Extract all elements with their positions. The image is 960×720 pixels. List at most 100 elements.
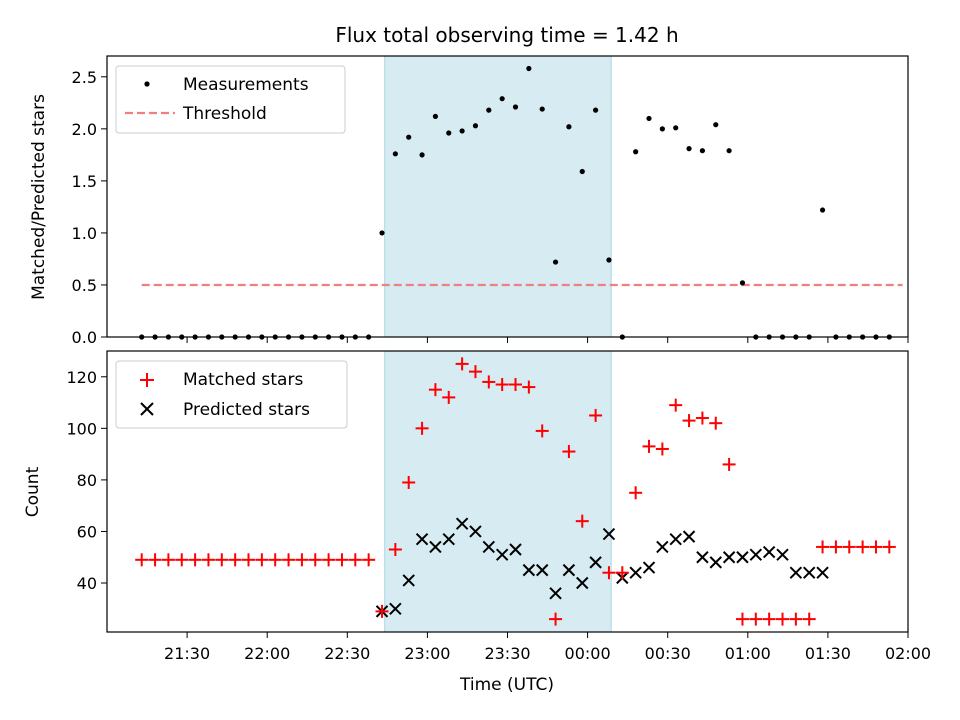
matched-star-point — [509, 378, 523, 392]
legend-marker-matched — [140, 373, 154, 387]
y-tick-label: 60 — [77, 522, 97, 541]
x-tick-label: 02:00 — [885, 644, 931, 663]
matched-star-point — [322, 553, 336, 567]
predicted-star-point — [429, 540, 442, 554]
bottom-x-axis: 21:30 22:00 22:30 23:00 23:30 00:00 00:30 01:00… — [164, 632, 931, 663]
matched-star-point — [522, 380, 536, 394]
predicted-star-point — [402, 574, 415, 587]
matched-star-point — [695, 411, 709, 425]
measurement-point — [539, 106, 545, 112]
y-tick-label: 80 — [77, 471, 97, 490]
y-tick-label: 0.5 — [72, 276, 97, 295]
matched-star-point — [655, 442, 669, 456]
bottom-axes-frame — [106, 350, 909, 633]
matched-star-point — [388, 543, 402, 557]
matched-star-point — [575, 514, 589, 528]
measurement-point — [673, 125, 679, 131]
matched-star-point — [735, 612, 749, 626]
predicted-star-point — [522, 563, 536, 577]
predicted-star-point — [816, 566, 829, 579]
y-tick-label: 40 — [77, 574, 97, 593]
top-axes-frame — [106, 55, 909, 338]
matched-star-point — [295, 553, 309, 567]
predicted-star-point — [549, 587, 562, 600]
x-axis-label: Time (UTC) — [459, 675, 554, 695]
predicted-star-point — [536, 563, 549, 577]
top-legend-box — [115, 65, 346, 134]
predicted-star-point — [562, 563, 576, 577]
matched-star-point — [682, 414, 696, 428]
measurement-point — [699, 148, 706, 154]
highlight-span-bottom — [384, 350, 612, 633]
measurement-point — [713, 122, 719, 128]
matched-star-point — [415, 421, 429, 435]
predicted-star-point — [709, 556, 722, 569]
legend-label-measurements: Measurements — [183, 75, 309, 95]
matched-star-point — [362, 553, 376, 567]
x-tick-label: 00:30 — [645, 644, 691, 663]
predicted-star-point — [749, 548, 763, 561]
top-y-axis: 0.0 0.5 1.0 1.5 2.0 2.5 — [72, 68, 107, 347]
matched-star-point — [709, 416, 723, 430]
measurement-point — [512, 104, 519, 110]
predicted-star-point — [682, 530, 696, 543]
x-tick-label: 01:30 — [805, 644, 851, 663]
predicted-star-point — [509, 543, 522, 556]
measurement-point — [472, 123, 479, 129]
predicted-star-point — [802, 566, 816, 579]
bottom-legend-box — [115, 360, 348, 429]
predicted-star-point — [415, 532, 429, 546]
legend-label-predicted: Predicted stars — [183, 400, 310, 420]
matched-star-point — [135, 553, 149, 567]
predicted-star-point — [455, 517, 469, 530]
matched-star-point — [535, 424, 549, 438]
y-tick-label: 0.0 — [72, 328, 97, 347]
x-tick-label: 22:30 — [324, 644, 370, 663]
top-y-axis-label: Matched/Predicted stars — [29, 94, 49, 300]
predicted-star-point — [696, 551, 709, 564]
matched-star-point — [549, 612, 563, 626]
matched-star-point — [829, 540, 843, 554]
measurement-point — [499, 96, 505, 102]
matched-star-point — [308, 553, 322, 567]
matched-star-point — [789, 612, 803, 626]
bottom-legend: Matched stars Predicted stars — [115, 360, 348, 429]
matched-star-point — [642, 439, 656, 453]
measurement-point — [739, 280, 746, 286]
matched-star-point — [215, 553, 229, 567]
predicted-star-point — [736, 551, 749, 564]
matched-star-point — [816, 540, 830, 554]
measurement-point — [726, 148, 732, 154]
panel-counts: 40 60 80 100 120 21:30 22:00 22:30 23:00 23:30 00… — [23, 350, 931, 695]
matched-star-point — [495, 378, 509, 392]
measurement-point — [593, 107, 599, 113]
measurement-point — [526, 65, 532, 72]
matched-star-point — [455, 357, 469, 371]
matched-star-point — [869, 540, 883, 554]
predicted-star-point — [495, 548, 509, 561]
y-tick-label: 2.5 — [72, 68, 97, 87]
measurement-point — [819, 207, 826, 213]
bottom-y-axis: 40 60 80 100 120 — [66, 368, 107, 593]
matched-star-point — [428, 383, 442, 397]
measurement-point — [446, 130, 452, 136]
legend-label-threshold: Threshold — [182, 104, 267, 124]
predicted-star-point — [389, 602, 402, 616]
predicted-star-point — [469, 525, 482, 538]
x-tick-label: 00:00 — [565, 644, 611, 663]
matched-star-point — [468, 365, 482, 379]
legend-marker-measurements — [144, 81, 150, 87]
matched-star-point — [148, 553, 162, 567]
matched-star-point — [442, 390, 456, 404]
matched-star-point — [282, 553, 296, 567]
matched-star-point — [255, 553, 269, 567]
measurement-point — [606, 257, 612, 263]
x-tick-label: 01:00 — [725, 644, 771, 663]
measurement-point — [646, 115, 652, 122]
predicted-star-point — [656, 540, 669, 554]
predicted-star-point — [442, 532, 455, 546]
predicted-star-point — [642, 561, 656, 574]
measurement-point — [406, 134, 412, 140]
measurement-point — [579, 168, 585, 175]
predicted-star-point — [629, 566, 642, 579]
